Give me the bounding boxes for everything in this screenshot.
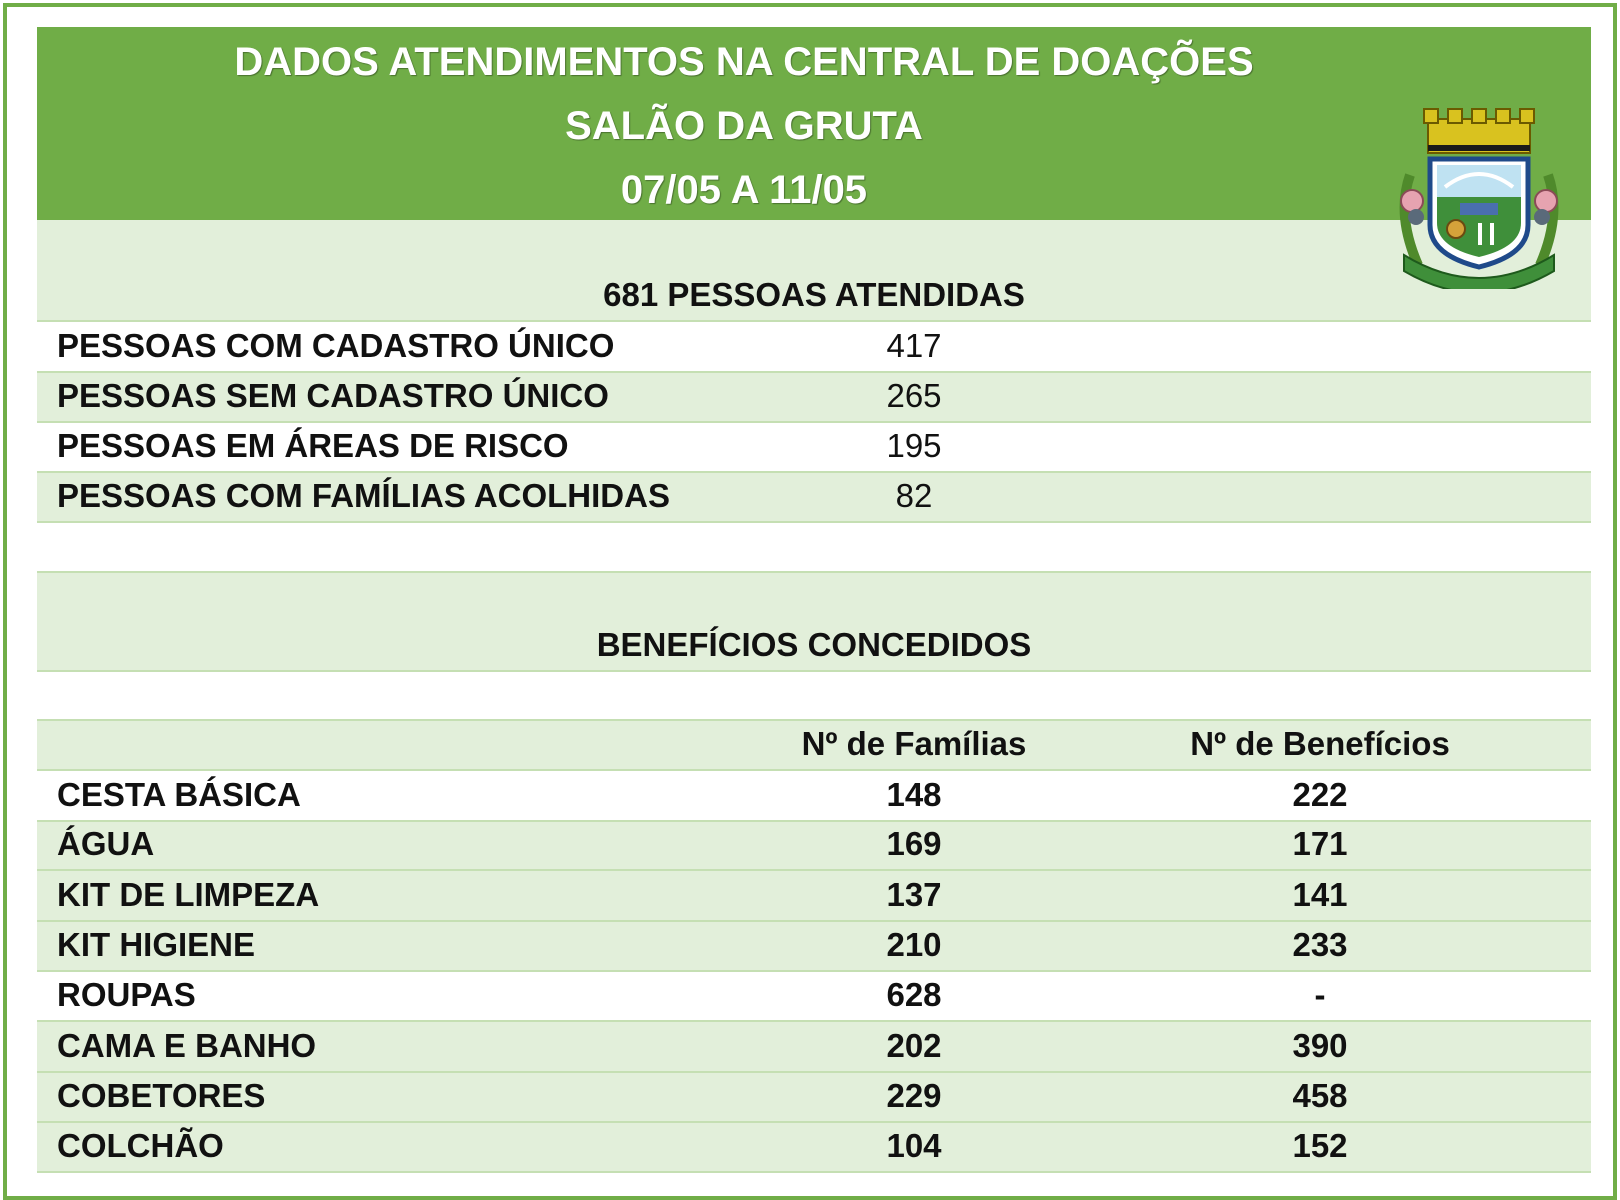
report-period: 07/05 A 11/05 <box>620 168 868 212</box>
benefits-title-row: BENEFÍCIOS CONCEDIDOS <box>37 573 1591 672</box>
benefit-families: 169 <box>886 825 942 862</box>
benefit-row: KIT HIGIENE 210 233 <box>37 922 1591 972</box>
page-frame: DADOS ATENDIMENTOS NA CENTRAL DE DOAÇÕES… <box>3 3 1617 1200</box>
benefit-label: COLCHÃO <box>57 1127 224 1164</box>
benefit-families: 210 <box>886 926 942 963</box>
spacer-row <box>37 672 1591 721</box>
column-header-benefits: Nº de Benefícios <box>1190 725 1450 762</box>
benefit-row: COBETORES 229 458 <box>37 1073 1591 1123</box>
benefit-count: - <box>1314 976 1326 1013</box>
spacer-row <box>37 523 1591 573</box>
report-sheet: DADOS ATENDIMENTOS NA CENTRAL DE DOAÇÕES… <box>37 27 1591 1173</box>
benefit-count: 141 <box>1292 876 1348 913</box>
benefit-label: KIT DE LIMPEZA <box>57 876 320 913</box>
benefit-row: ROUPAS 628 - <box>37 972 1591 1022</box>
summary-value: 82 <box>895 477 933 514</box>
benefit-families: 137 <box>886 876 942 913</box>
summary-row: PESSOAS EM ÁREAS DE RISCO 195 <box>37 423 1591 473</box>
benefit-count: 152 <box>1292 1127 1348 1164</box>
benefit-count: 390 <box>1292 1027 1348 1064</box>
column-header-families: Nº de Famílias <box>801 725 1027 762</box>
benefit-label: COBETORES <box>57 1077 266 1114</box>
benefit-families: 628 <box>886 976 942 1013</box>
benefit-label: KIT HIGIENE <box>57 926 256 963</box>
benefits-title: BENEFÍCIOS CONCEDIDOS <box>596 626 1032 663</box>
benefit-count: 233 <box>1292 926 1348 963</box>
summary-label: PESSOAS COM FAMÍLIAS ACOLHIDAS <box>57 477 670 514</box>
summary-label: PESSOAS SEM CADASTRO ÚNICO <box>57 377 609 414</box>
benefit-label: ÁGUA <box>57 825 155 862</box>
benefit-count: 222 <box>1292 776 1348 813</box>
summary-label: PESSOAS COM CADASTRO ÚNICO <box>57 327 615 364</box>
summary-title: 681 PESSOAS ATENDIDAS <box>603 276 1025 313</box>
summary-value: 265 <box>886 377 942 414</box>
benefit-row: KIT DE LIMPEZA 137 141 <box>37 871 1591 922</box>
benefit-count: 458 <box>1292 1077 1348 1114</box>
summary-label: PESSOAS EM ÁREAS DE RISCO <box>57 427 569 464</box>
summary-title-row: 681 PESSOAS ATENDIDAS <box>37 220 1591 322</box>
benefit-families: 202 <box>886 1027 942 1064</box>
summary-row: PESSOAS COM FAMÍLIAS ACOLHIDAS 82 <box>37 473 1591 523</box>
benefit-label: CESTA BÁSICA <box>57 776 301 813</box>
benefit-count: 171 <box>1292 825 1348 862</box>
benefit-families: 148 <box>886 776 942 813</box>
report-header: DADOS ATENDIMENTOS NA CENTRAL DE DOAÇÕES… <box>37 27 1591 220</box>
benefit-row: CAMA E BANHO 202 390 <box>37 1022 1591 1073</box>
benefit-families: 229 <box>886 1077 942 1114</box>
benefit-families: 104 <box>886 1127 942 1164</box>
summary-row: PESSOAS COM CADASTRO ÚNICO 417 <box>37 322 1591 373</box>
benefit-row: CESTA BÁSICA 148 222 <box>37 771 1591 822</box>
benefit-row: ÁGUA 169 171 <box>37 822 1591 871</box>
summary-row: PESSOAS SEM CADASTRO ÚNICO 265 <box>37 373 1591 423</box>
municipal-crest-icon <box>1399 108 1559 289</box>
summary-value: 195 <box>886 427 942 464</box>
summary-value: 417 <box>886 327 942 364</box>
report-location: SALÃO DA GRUTA <box>565 104 923 148</box>
benefit-row: COLCHÃO 104 152 <box>37 1123 1591 1173</box>
benefits-header-row: Nº de Famílias Nº de Benefícios <box>37 721 1591 771</box>
benefit-label: CAMA E BANHO <box>57 1027 317 1064</box>
report-title: DADOS ATENDIMENTOS NA CENTRAL DE DOAÇÕES <box>234 40 1254 84</box>
benefit-label: ROUPAS <box>57 976 196 1013</box>
